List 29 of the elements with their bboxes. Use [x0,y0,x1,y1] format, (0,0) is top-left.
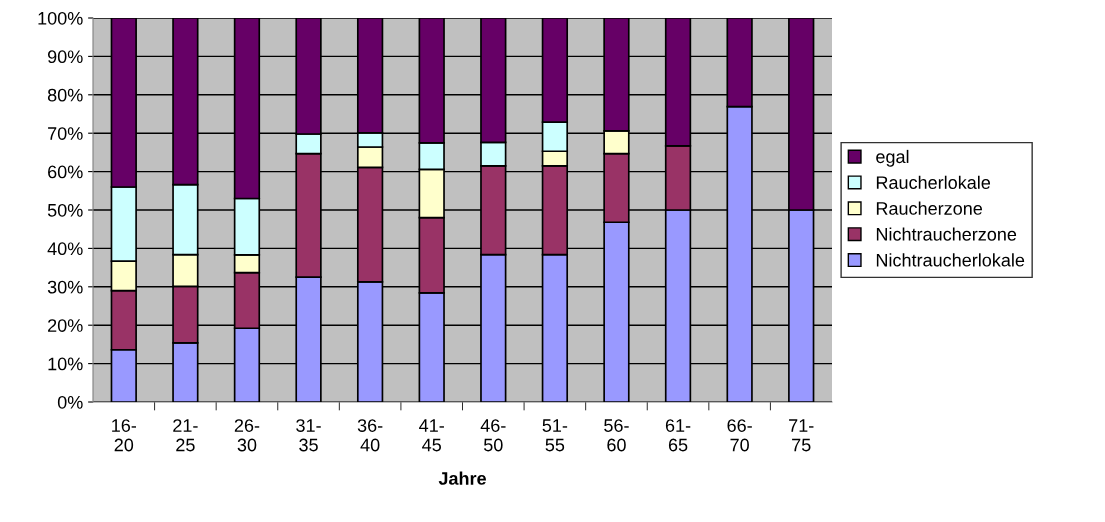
y-tick-label: 60% [48,165,83,179]
y-tick-label: 80% [47,88,83,102]
x-tick-label: 21- 25 [173,419,198,452]
x-tick-label: 41- 45 [419,419,444,452]
x-tick-label: 26- 30 [234,419,260,452]
y-tick-label: 70% [48,127,83,140]
x-tick-label: 71- 75 [789,419,814,452]
x-tick-label: 31- 35 [296,419,321,452]
x-tick-label: 36- 40 [357,419,383,452]
legend-label: Nichtraucherzone [876,227,1017,241]
x-tick-label: 16- 20 [112,419,137,452]
y-tick-label: 30% [47,280,83,294]
x-tick-label: 61- 65 [665,419,691,452]
y-tick-label: 100% [38,11,83,25]
y-tick-label: 0% [57,395,83,409]
y-tick-label: 20% [48,319,83,332]
x-tick-label: 66- 70 [727,419,752,452]
x-tick-label: 56- 60 [604,419,629,452]
x-axis-title: Jahre [438,471,486,485]
x-tick-label: 46- 50 [480,419,506,452]
y-tick-label: 90% [47,50,83,64]
y-tick-label: 10% [48,357,83,371]
x-tick-label: 51- 55 [542,419,568,452]
legend-label: Nichtraucherlokale [876,253,1025,267]
legend-label: Raucherlokale [876,175,991,189]
legend-label: Raucherzone [876,201,983,215]
y-tick-label: 50% [47,203,83,217]
legend-label: egal [876,149,909,167]
y-tick-label: 40% [47,242,83,256]
